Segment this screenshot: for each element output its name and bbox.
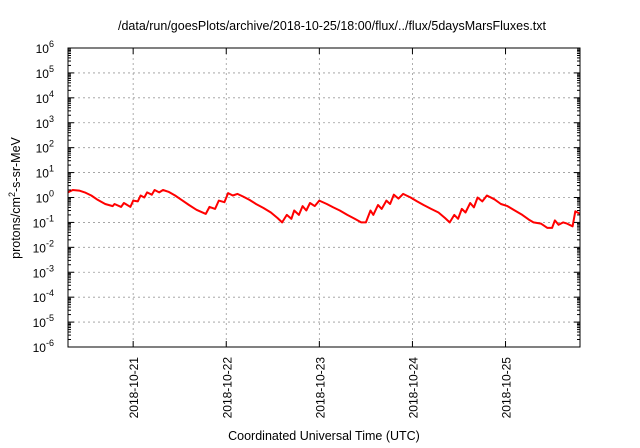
y-tick-label: 103 [36, 114, 54, 131]
x-tick-label: 2018-10-21 [127, 357, 141, 419]
y-tick-label: 10-1 [33, 213, 54, 230]
y-tick-label: 105 [36, 64, 54, 81]
y-tick-label: 10-5 [33, 313, 54, 330]
y-tick-label: 10-3 [33, 263, 54, 280]
y-tick-label: 10-4 [33, 288, 54, 305]
y-axis-title: protons/cm2-s-sr-MeV [7, 136, 23, 258]
chart-title: /data/run/goesPlots/archive/2018-10-25/1… [118, 19, 547, 33]
series-layer [67, 189, 581, 229]
y-tick-label: 100 [36, 189, 54, 206]
ticks-layer: 10-6 10-5 10-4 10-3 10-2 10-1 100 101 102 103 104 1… [33, 39, 580, 418]
y-tick-label: 106 [36, 39, 54, 56]
x-tick-label: 2018-10-24 [406, 357, 420, 419]
series-line-0 [67, 189, 581, 229]
y-axis-title-sup: 2 [7, 192, 17, 197]
x-tick-label: 2018-10-23 [313, 357, 327, 419]
y-tick-label: 10-2 [33, 238, 54, 255]
x-tick-label: 2018-10-25 [500, 357, 514, 419]
y-tick-label: 102 [36, 139, 54, 156]
grid-lines [68, 48, 580, 347]
y-tick-label: 101 [36, 164, 54, 181]
x-tick-label: 2018-10-22 [220, 357, 234, 419]
y-tick-label: 104 [36, 89, 54, 106]
y-tick-label: 10-6 [33, 338, 54, 355]
x-axis-title: Coordinated Universal Time (UTC) [228, 429, 420, 443]
y-axis-title-base: protons/cm [9, 197, 23, 259]
y-axis-title-rest: -s-sr-MeV [9, 136, 23, 192]
